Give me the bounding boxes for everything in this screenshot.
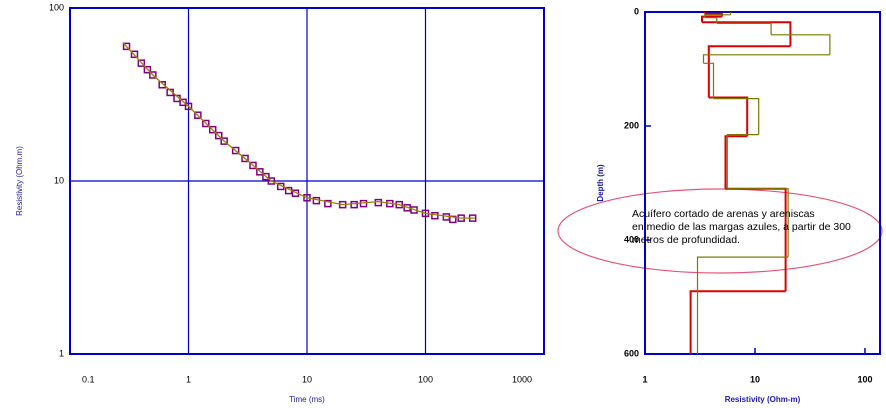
data-point <box>130 50 139 59</box>
data-point <box>231 146 240 155</box>
data-point <box>202 119 210 128</box>
x-tick-label: 1000 <box>512 374 532 384</box>
y-tick-label: 600 <box>624 348 639 358</box>
x-axis-label: Resistivity (Ohm-m) <box>725 395 801 404</box>
data-point <box>122 42 131 51</box>
x-axis-label: Time (ms) <box>289 395 325 404</box>
data-point <box>194 111 202 119</box>
x-tick-label: 10 <box>750 374 760 384</box>
x-tick-label: 100 <box>418 374 433 384</box>
data-point <box>143 65 152 74</box>
model-layer <box>703 62 715 99</box>
data-point <box>158 81 166 89</box>
data-point <box>374 198 383 207</box>
data-point <box>350 200 358 209</box>
model-layer <box>716 22 772 35</box>
model-layer <box>696 256 789 354</box>
y-tick-label: 0 <box>634 6 639 16</box>
annotation: en medio de las margas azules, a partir … <box>632 221 851 233</box>
model-layer <box>713 98 760 135</box>
y-tick-label: 1 <box>59 348 64 358</box>
fit-line <box>122 42 475 219</box>
x-tick-label: 0.1 <box>82 374 95 384</box>
x-tick-label: 1 <box>642 374 647 384</box>
annotation: Acuífero cortado de arenas y areniscas <box>632 208 815 220</box>
model-layer <box>771 34 831 55</box>
x-tick-label: 100 <box>857 374 872 384</box>
model-layer <box>689 290 786 354</box>
data-point <box>137 59 146 67</box>
x-tick-label: 1 <box>186 374 191 384</box>
annotation: metros de profundidad. <box>632 234 740 246</box>
data-point <box>179 98 187 107</box>
x-tick-label: 10 <box>302 374 312 384</box>
model-layer <box>707 45 791 98</box>
data-point <box>249 161 257 170</box>
y-tick-label: 400 <box>624 234 639 244</box>
model-layer <box>708 96 749 137</box>
data-point <box>214 131 223 140</box>
data-point <box>208 125 217 134</box>
model-layer <box>727 188 789 258</box>
data-point <box>431 211 439 220</box>
model-layer <box>702 21 792 47</box>
data-point <box>256 168 264 176</box>
data-point <box>241 154 249 163</box>
model-layer <box>704 17 718 24</box>
annotation-ellipse <box>557 188 883 274</box>
y-tick-label: 10 <box>54 175 64 185</box>
y-tick-label: 100 <box>49 2 64 12</box>
plot-frame <box>644 11 881 355</box>
y-axis-label: Resistivity (Ohm.m) <box>15 146 24 216</box>
y-axis-label: Depth (m) <box>596 164 605 202</box>
model-layer <box>701 15 722 23</box>
model-layer <box>704 14 731 18</box>
data-point <box>267 177 276 185</box>
data-point <box>149 71 157 79</box>
y-tick-label: 200 <box>624 120 639 130</box>
model-layer <box>702 54 830 64</box>
data-point <box>184 102 193 111</box>
model-layer <box>724 135 748 189</box>
data-point <box>324 199 332 208</box>
model-layer <box>726 134 759 189</box>
data-point <box>220 137 228 145</box>
data-point <box>262 172 270 181</box>
